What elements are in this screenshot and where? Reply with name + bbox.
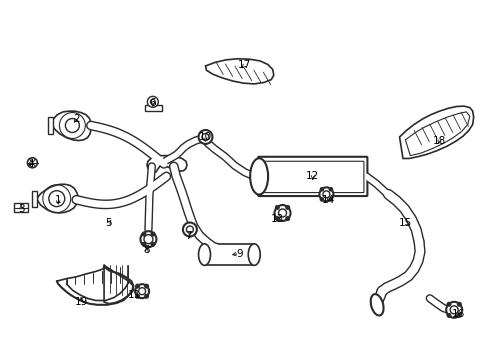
Circle shape [320,188,323,191]
Circle shape [147,96,158,107]
Text: 10: 10 [199,132,212,142]
Circle shape [198,130,212,144]
Circle shape [135,284,140,288]
Polygon shape [32,191,37,207]
Circle shape [275,217,279,221]
Circle shape [320,198,323,201]
Circle shape [27,158,37,168]
Text: 19: 19 [74,297,87,307]
Text: 14: 14 [321,195,334,205]
Text: 9: 9 [236,248,243,258]
Polygon shape [205,59,273,84]
Text: 2: 2 [73,114,80,124]
Circle shape [183,222,197,237]
Polygon shape [37,184,78,213]
Circle shape [445,302,461,318]
Text: 1: 1 [55,195,61,205]
FancyBboxPatch shape [258,157,366,196]
Text: 13: 13 [270,215,284,224]
Text: 3: 3 [18,204,24,214]
Circle shape [135,294,140,298]
Text: 4: 4 [27,159,34,169]
Circle shape [328,188,332,191]
Text: 12: 12 [305,171,319,181]
Circle shape [275,206,279,210]
Ellipse shape [250,158,267,194]
Circle shape [140,231,156,247]
Polygon shape [52,111,91,140]
Text: 15: 15 [398,218,411,228]
Ellipse shape [198,244,210,265]
Polygon shape [147,156,186,172]
Text: 6: 6 [149,98,156,108]
Polygon shape [204,244,254,265]
Circle shape [142,242,145,246]
Circle shape [151,232,155,236]
Circle shape [274,205,290,221]
Text: 5: 5 [105,218,112,228]
Circle shape [328,198,332,201]
Circle shape [285,206,289,210]
Circle shape [319,187,333,201]
Polygon shape [14,203,27,212]
Circle shape [456,302,460,306]
Text: 7: 7 [185,231,191,240]
Circle shape [446,314,450,318]
Polygon shape [144,105,161,111]
Text: 17: 17 [237,60,251,70]
Polygon shape [48,117,53,134]
Circle shape [142,232,145,236]
Polygon shape [399,106,473,158]
Ellipse shape [370,294,383,315]
Circle shape [446,302,450,306]
Circle shape [144,284,148,288]
Circle shape [285,217,289,221]
Text: 18: 18 [432,136,445,145]
Text: 16: 16 [450,310,464,319]
Text: 11: 11 [128,290,141,300]
Circle shape [151,242,155,246]
Ellipse shape [248,244,260,265]
Circle shape [135,284,149,298]
Circle shape [65,118,79,132]
Text: 8: 8 [143,245,150,255]
Circle shape [456,314,460,318]
Circle shape [49,191,64,207]
Circle shape [144,294,148,298]
Polygon shape [104,265,133,304]
